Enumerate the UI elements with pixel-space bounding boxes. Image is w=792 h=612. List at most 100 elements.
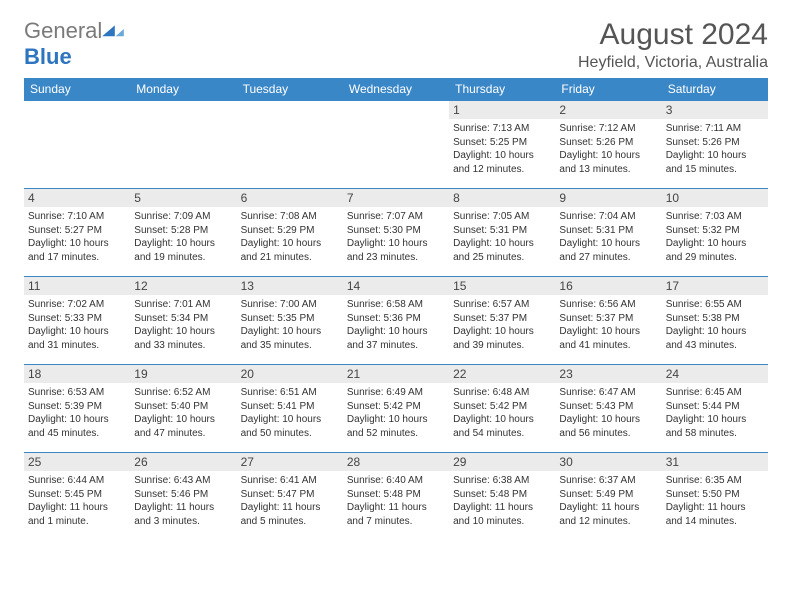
day-header: Tuesday <box>237 78 343 101</box>
calendar-cell: 24Sunrise: 6:45 AMSunset: 5:44 PMDayligh… <box>662 365 768 453</box>
sunset-text: Sunset: 5:44 PM <box>666 400 764 414</box>
daylight-text: Daylight: 11 hours and 1 minute. <box>28 501 126 528</box>
brand-word2: Blue <box>24 44 72 69</box>
day-details: Sunrise: 7:09 AMSunset: 5:28 PMDaylight:… <box>130 207 236 268</box>
calendar-cell: 14Sunrise: 6:58 AMSunset: 5:36 PMDayligh… <box>343 277 449 365</box>
day-number: 16 <box>555 277 661 295</box>
daylight-text: Daylight: 10 hours and 47 minutes. <box>134 413 232 440</box>
day-header: Sunday <box>24 78 130 101</box>
sunset-text: Sunset: 5:31 PM <box>559 224 657 238</box>
calendar-cell: 13Sunrise: 7:00 AMSunset: 5:35 PMDayligh… <box>237 277 343 365</box>
day-header: Friday <box>555 78 661 101</box>
day-details: Sunrise: 7:00 AMSunset: 5:35 PMDaylight:… <box>237 295 343 356</box>
day-details: Sunrise: 6:40 AMSunset: 5:48 PMDaylight:… <box>343 471 449 532</box>
sunset-text: Sunset: 5:43 PM <box>559 400 657 414</box>
calendar-cell: 7Sunrise: 7:07 AMSunset: 5:30 PMDaylight… <box>343 189 449 277</box>
sunrise-text: Sunrise: 6:45 AM <box>666 386 764 400</box>
daylight-text: Daylight: 10 hours and 39 minutes. <box>453 325 551 352</box>
title-block: August 2024 Heyfield, Victoria, Australi… <box>578 18 768 72</box>
sunset-text: Sunset: 5:29 PM <box>241 224 339 238</box>
daylight-text: Daylight: 11 hours and 14 minutes. <box>666 501 764 528</box>
day-number: 10 <box>662 189 768 207</box>
day-number: 31 <box>662 453 768 471</box>
daylight-text: Daylight: 11 hours and 10 minutes. <box>453 501 551 528</box>
calendar-cell: 31 Sunrise: 6:35 AMSunset: 5:50 PMDayligh… <box>662 453 768 541</box>
sunrise-text: Sunrise: 6:48 AM <box>453 386 551 400</box>
sunrise-text: Sunrise: 6:40 AM <box>347 474 445 488</box>
sunrise-text: Sunrise: 7:12 AM <box>559 122 657 136</box>
sunrise-text: Sunrise: 6:41 AM <box>241 474 339 488</box>
calendar-cell: 25Sunrise: 6:44 AMSunset: 5:45 PMDayligh… <box>24 453 130 541</box>
daylight-text: Daylight: 10 hours and 37 minutes. <box>347 325 445 352</box>
sunset-text: Sunset: 5:35 PM <box>241 312 339 326</box>
daylight-text: Daylight: 10 hours and 45 minutes. <box>28 413 126 440</box>
daylight-text: Daylight: 10 hours and 58 minutes. <box>666 413 764 440</box>
daylight-text: Daylight: 10 hours and 33 minutes. <box>134 325 232 352</box>
sunrise-text: Sunrise: 7:02 AM <box>28 298 126 312</box>
daylight-text: Daylight: 10 hours and 43 minutes. <box>666 325 764 352</box>
calendar-cell: 29Sunrise: 6:38 AMSunset: 5:48 PMDayligh… <box>449 453 555 541</box>
daylight-text: Daylight: 10 hours and 35 minutes. <box>241 325 339 352</box>
day-number: 19 <box>130 365 236 383</box>
sunrise-text: Sunrise: 6:47 AM <box>559 386 657 400</box>
day-details: Sunrise: 7:01 AMSunset: 5:34 PMDaylight:… <box>130 295 236 356</box>
calendar-cell: 15Sunrise: 6:57 AMSunset: 5:37 PMDayligh… <box>449 277 555 365</box>
day-number: 22 <box>449 365 555 383</box>
day-header: Monday <box>130 78 236 101</box>
day-details: Sunrise: 7:10 AMSunset: 5:27 PMDaylight:… <box>24 207 130 268</box>
calendar-cell: 2Sunrise: 7:12 AMSunset: 5:26 PMDaylight… <box>555 101 661 189</box>
daylight-text: Daylight: 10 hours and 56 minutes. <box>559 413 657 440</box>
sunrise-text: Sunrise: 7:13 AM <box>453 122 551 136</box>
calendar-cell: 1Sunrise: 7:13 AMSunset: 5:25 PMDaylight… <box>449 101 555 189</box>
day-number: 30 <box>555 453 661 471</box>
brand-logo: General Blue <box>24 18 124 70</box>
day-number: 2 <box>555 101 661 119</box>
calendar-cell: 6Sunrise: 7:08 AMSunset: 5:29 PMDaylight… <box>237 189 343 277</box>
calendar-cell: 23 Sunrise: 6:47 AMSunset: 5:43 PMDayligh… <box>555 365 661 453</box>
day-details: Sunrise: 7:07 AMSunset: 5:30 PMDaylight:… <box>343 207 449 268</box>
daylight-text: Daylight: 10 hours and 13 minutes. <box>559 149 657 176</box>
brand-word1: General <box>24 18 102 43</box>
calendar-cell: 28Sunrise: 6:40 AMSunset: 5:48 PMDayligh… <box>343 453 449 541</box>
day-number: 15 <box>449 277 555 295</box>
day-details: Sunrise: 6:37 AMSunset: 5:49 PMDaylight:… <box>555 471 661 532</box>
day-number: 26 <box>130 453 236 471</box>
sunset-text: Sunset: 5:50 PM <box>666 488 764 502</box>
sunrise-text: Sunrise: 6:37 AM <box>559 474 657 488</box>
sunset-text: Sunset: 5:45 PM <box>28 488 126 502</box>
sunset-text: Sunset: 5:39 PM <box>28 400 126 414</box>
sunset-text: Sunset: 5:26 PM <box>666 136 764 150</box>
day-number: 9 <box>555 189 661 207</box>
day-number: 3 <box>662 101 768 119</box>
daylight-text: Daylight: 10 hours and 25 minutes. <box>453 237 551 264</box>
sunrise-text: Sunrise: 7:09 AM <box>134 210 232 224</box>
calendar-row: 4Sunrise: 7:10 AMSunset: 5:27 PMDaylight… <box>24 189 768 277</box>
calendar-cell: 9Sunrise: 7:04 AMSunset: 5:31 PMDaylight… <box>555 189 661 277</box>
calendar-thead: SundayMondayTuesdayWednesdayThursdayFrid… <box>24 78 768 101</box>
sunset-text: Sunset: 5:40 PM <box>134 400 232 414</box>
sunset-text: Sunset: 5:32 PM <box>666 224 764 238</box>
sunrise-text: Sunrise: 7:10 AM <box>28 210 126 224</box>
location-text: Heyfield, Victoria, Australia <box>578 54 768 72</box>
daylight-text: Daylight: 10 hours and 12 minutes. <box>453 149 551 176</box>
day-details: Sunrise: 6:38 AMSunset: 5:48 PMDaylight:… <box>449 471 555 532</box>
day-number: 23 <box>555 365 661 383</box>
sunrise-text: Sunrise: 6:35 AM <box>666 474 764 488</box>
calendar-cell: 17Sunrise: 6:55 AMSunset: 5:38 PMDayligh… <box>662 277 768 365</box>
calendar-cell: 10Sunrise: 7:03 AMSunset: 5:32 PMDayligh… <box>662 189 768 277</box>
day-number: 18 <box>24 365 130 383</box>
sunrise-text: Sunrise: 6:51 AM <box>241 386 339 400</box>
calendar-cell: 26Sunrise: 6:43 AMSunset: 5:46 PMDayligh… <box>130 453 236 541</box>
day-number: 5 <box>130 189 236 207</box>
day-details: Sunrise: 7:11 AMSunset: 5:26 PMDaylight:… <box>662 119 768 180</box>
calendar-cell: 16Sunrise: 6:56 AMSunset: 5:37 PMDayligh… <box>555 277 661 365</box>
sunset-text: Sunset: 5:38 PM <box>666 312 764 326</box>
day-details: Sunrise: 7:08 AMSunset: 5:29 PMDaylight:… <box>237 207 343 268</box>
day-details: Sunrise: 6:57 AMSunset: 5:37 PMDaylight:… <box>449 295 555 356</box>
sunrise-text: Sunrise: 6:55 AM <box>666 298 764 312</box>
day-number: 4 <box>24 189 130 207</box>
daylight-text: Daylight: 10 hours and 23 minutes. <box>347 237 445 264</box>
daylight-text: Daylight: 10 hours and 17 minutes. <box>28 237 126 264</box>
day-header: Saturday <box>662 78 768 101</box>
day-header-row: SundayMondayTuesdayWednesdayThursdayFrid… <box>24 78 768 101</box>
